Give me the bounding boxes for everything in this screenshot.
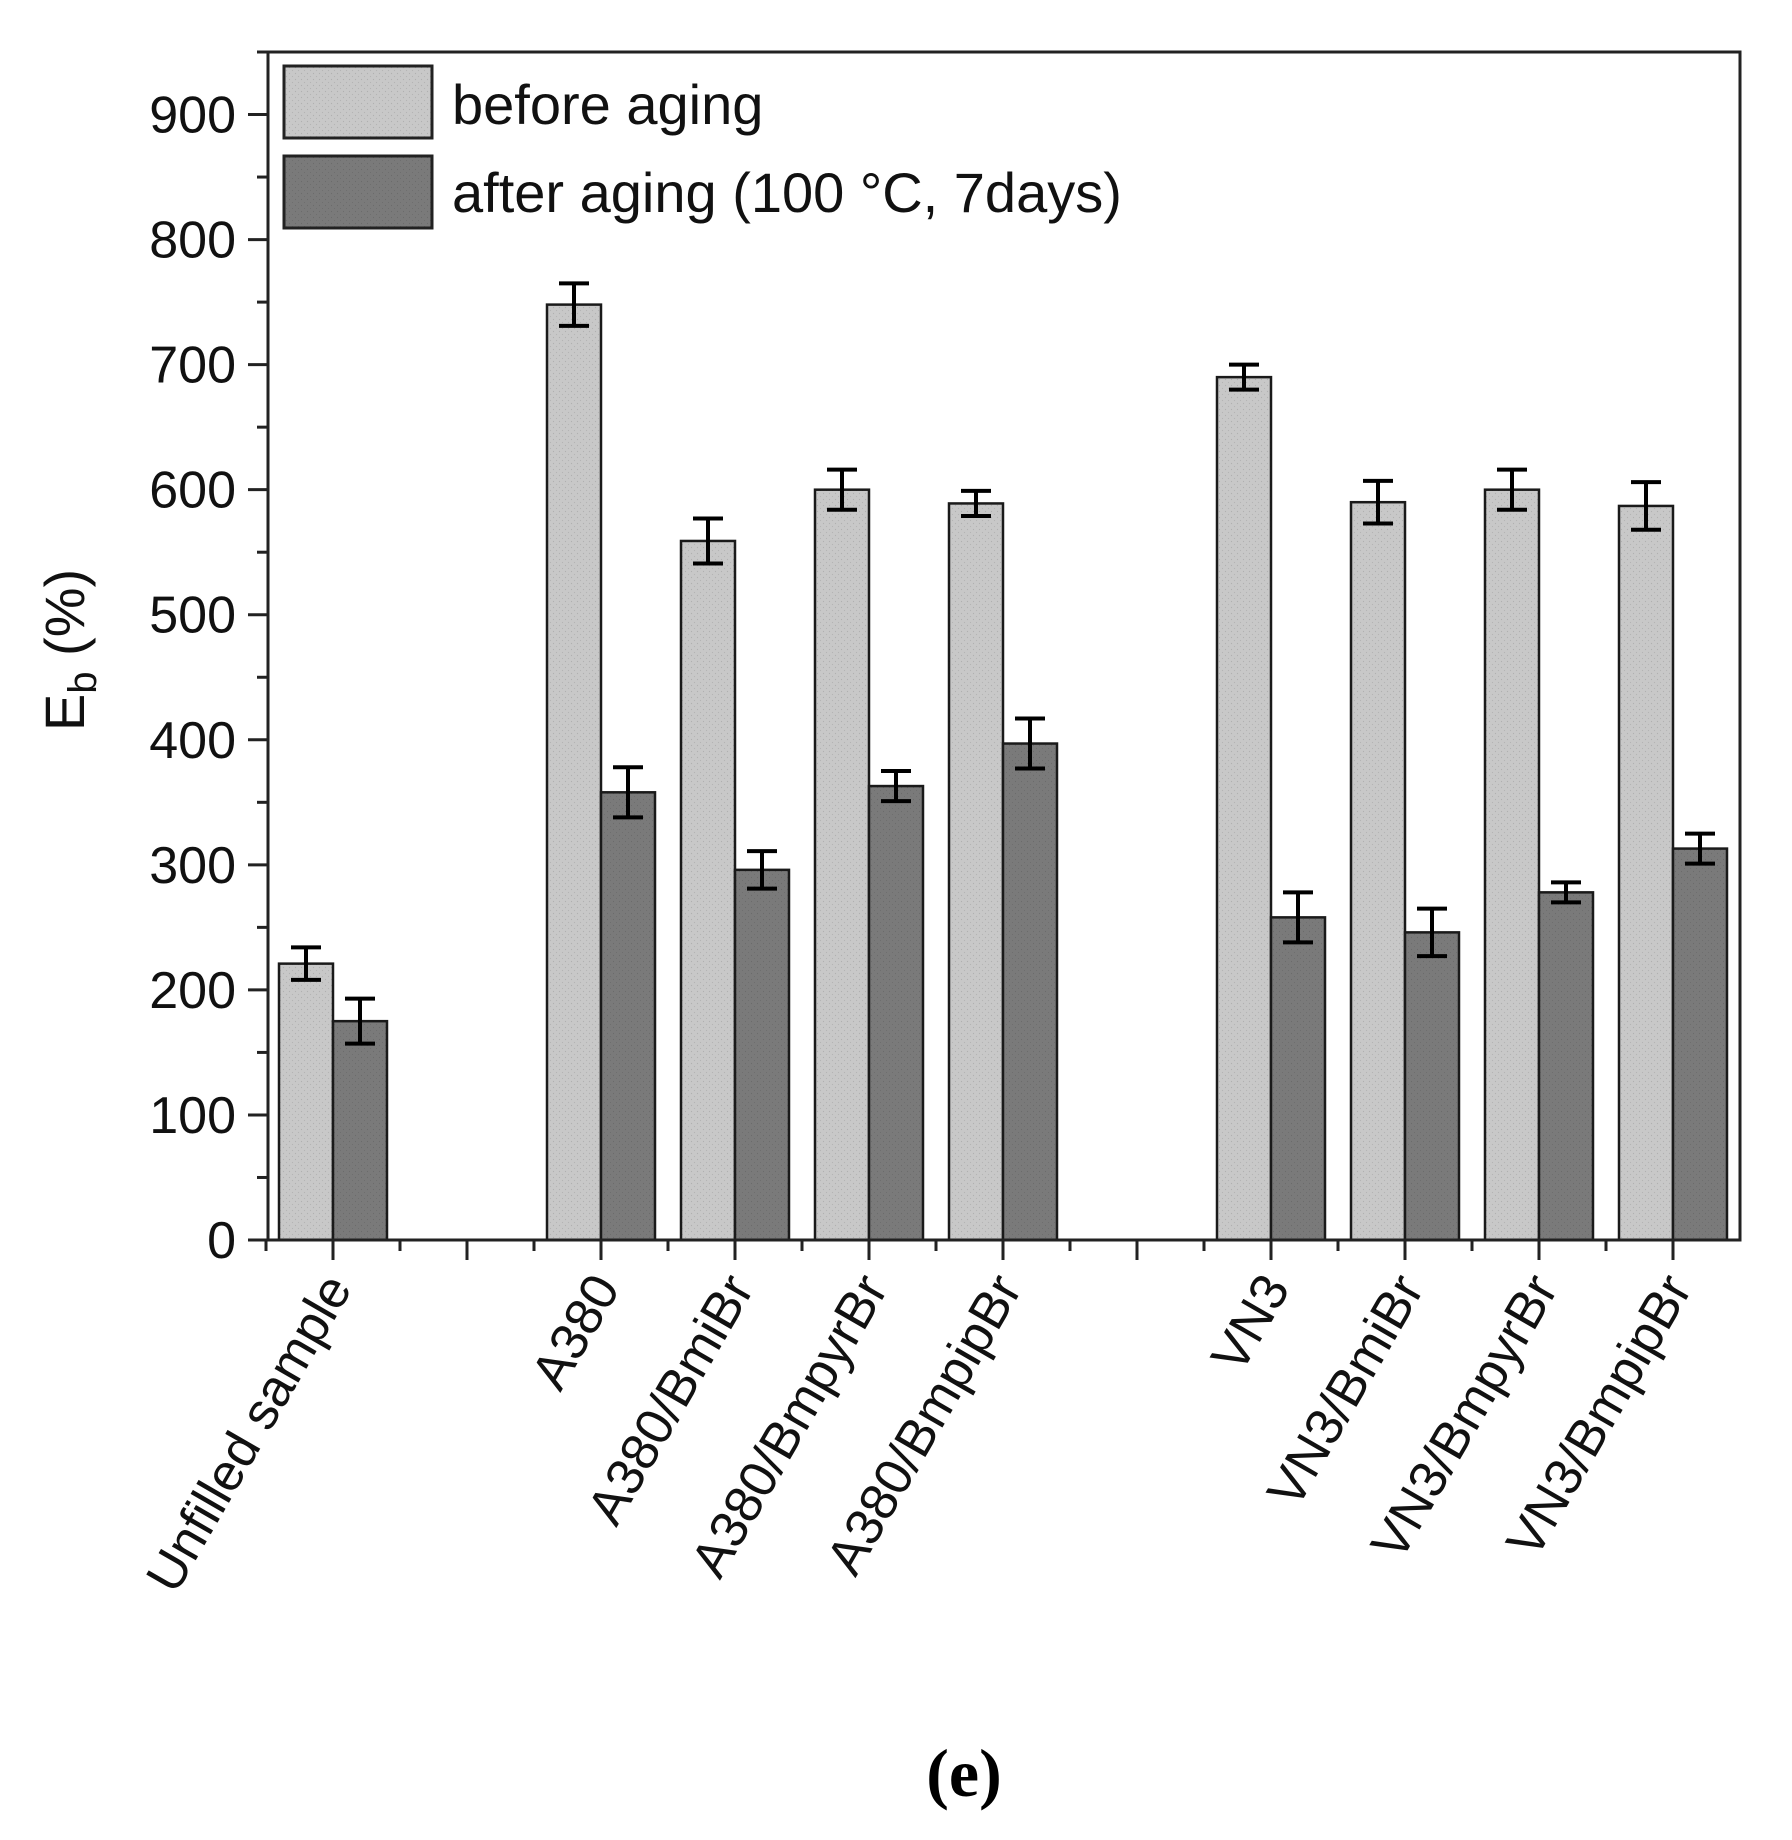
bar-texture	[1485, 489, 1539, 1240]
errorbar-before-a380-bmpyrbr	[827, 467, 857, 512]
y-tick-label: 400	[149, 712, 236, 770]
bar-texture	[279, 963, 333, 1240]
legend-swatch-before-aging-texture	[284, 66, 432, 138]
bar-texture	[1539, 892, 1593, 1240]
y-tick-label: 800	[149, 212, 236, 270]
y-tick-label: 100	[149, 1087, 236, 1145]
errorbar-after-vn3-bmpyrbr	[1551, 880, 1581, 905]
y-tick-label: 200	[149, 962, 236, 1020]
errorbar-after-vn3	[1283, 890, 1313, 945]
y-tick-label: 500	[149, 587, 236, 645]
y-axis-label: Eb (%)	[33, 569, 105, 731]
bar-texture	[333, 1021, 387, 1240]
y-tick-label: 700	[149, 337, 236, 395]
x-category-label: A380	[520, 1265, 631, 1399]
y-tick-label: 0	[207, 1212, 236, 1270]
bar-texture	[547, 304, 601, 1240]
legend-swatch-after-aging-texture	[284, 156, 432, 228]
errorbar-before-a380	[559, 281, 589, 328]
errorbar-after-unfilled-sample	[345, 996, 375, 1046]
bar-texture	[1405, 932, 1459, 1240]
errorbar-after-a380-bmpyrbr	[881, 769, 911, 804]
bar-texture	[1619, 505, 1673, 1240]
bar-texture	[1271, 917, 1325, 1240]
bar-texture	[1217, 377, 1271, 1240]
x-axis-ticks	[264, 1240, 1675, 1260]
y-axis-label-main: E	[33, 694, 96, 731]
bar-texture	[1003, 743, 1057, 1240]
errorbar-after-vn3-bmpipbr	[1685, 831, 1715, 866]
x-category-labels: Unfilled sample A380A380/BmiBrA380/BmpyrB…	[135, 1265, 1703, 1602]
bar-texture	[1351, 502, 1405, 1241]
y-axis-label-sub: b	[61, 672, 105, 694]
errorbar-before-vn3-bmibr	[1363, 478, 1393, 526]
legend-label-before-aging: before aging	[452, 73, 763, 136]
bar-texture	[949, 503, 1003, 1240]
panel-label: (e)	[926, 1735, 1001, 1811]
x-category-label: VN3	[1201, 1265, 1302, 1382]
errorbar-after-a380-bmibr	[747, 849, 777, 891]
bars-group	[277, 303, 1729, 1242]
errorbar-before-vn3-bmpipbr	[1631, 480, 1661, 532]
bar-texture	[681, 540, 735, 1240]
y-tick-label: 600	[149, 462, 236, 520]
errorbar-before-a380-bmibr	[693, 516, 723, 566]
errorbars-group	[291, 281, 1715, 1046]
bar-texture	[735, 869, 789, 1240]
x-category-label: Unfilled sample	[135, 1265, 363, 1602]
errorbar-before-vn3-bmpyrbr	[1497, 467, 1527, 512]
errorbar-after-vn3-bmibr	[1417, 906, 1447, 959]
bar-texture	[869, 786, 923, 1240]
errorbar-before-vn3	[1229, 362, 1259, 392]
legend: before aging after aging (100 °C, 7days)	[282, 64, 1122, 230]
errorbar-after-a380	[613, 765, 643, 820]
errorbar-before-unfilled-sample	[291, 945, 321, 982]
errorbar-after-a380-bmpipbr	[1015, 716, 1045, 771]
y-tick-label: 300	[149, 837, 236, 895]
y-axis-label-unit: (%)	[33, 569, 96, 672]
errorbar-before-a380-bmpipbr	[961, 488, 991, 518]
y-axis-ticks: 0 100 200 300 400 500 600 700 800 900	[149, 50, 268, 1270]
bar-texture	[815, 489, 869, 1240]
legend-label-after-aging: after aging (100 °C, 7days)	[452, 161, 1122, 224]
bar-texture	[601, 792, 655, 1240]
y-tick-label: 900	[149, 87, 236, 145]
bar-texture	[1673, 848, 1727, 1240]
